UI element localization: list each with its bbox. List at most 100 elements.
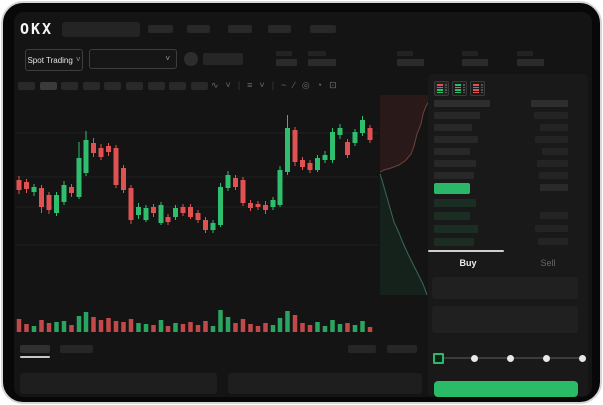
stat-value-2	[397, 59, 424, 66]
stat-label-3	[462, 51, 478, 56]
chart-toolbar: ∿ ˅ | ≡ ˅ | ~ ∕ ◎ ◔ ⊡	[211, 78, 337, 92]
timeframe-button-5[interactable]	[126, 82, 143, 90]
line-tool-icon[interactable]: ~	[281, 80, 287, 90]
buy-tab-indicator	[428, 250, 504, 252]
amount-slider-handle[interactable]	[433, 353, 444, 364]
nav-item-1[interactable]	[187, 25, 210, 33]
book-icon-row	[473, 86, 479, 89]
chart-type-chevron-icon[interactable]: ˅	[259, 80, 265, 90]
book-view-bids-icon[interactable]	[452, 81, 467, 96]
market-type-dropdown[interactable]: Spot Trading ˅	[25, 49, 83, 71]
nav-item-0[interactable]	[148, 25, 173, 33]
bottom-tab-0[interactable]	[20, 345, 50, 353]
price-input[interactable]	[432, 277, 578, 299]
bid-row-price-1[interactable]	[434, 212, 470, 220]
ask-row-price-2[interactable]	[434, 136, 478, 143]
bottom-panel-1	[228, 373, 422, 394]
search-input[interactable]	[62, 22, 140, 37]
stat-label-1	[308, 51, 326, 56]
book-icon-row	[480, 84, 483, 86]
timeframe-button-7[interactable]	[169, 82, 187, 90]
book-icon-row	[437, 89, 443, 91]
book-icon-row	[444, 86, 447, 89]
timeframe-button-2[interactable]	[61, 82, 79, 90]
bottom-right-item-1[interactable]	[387, 345, 417, 353]
bottom-right-item-0[interactable]	[348, 345, 376, 353]
nav-item-4[interactable]	[310, 25, 336, 33]
bid-row-price-0[interactable]	[434, 199, 476, 207]
bottom-panel-0	[20, 373, 217, 394]
ask-row-amount-5[interactable]	[539, 172, 568, 179]
book-icon-row	[480, 86, 483, 89]
book-icon-row	[455, 86, 461, 89]
book-icon-row	[480, 89, 483, 91]
timeframe-button-4[interactable]	[104, 82, 122, 90]
stat-value-0	[276, 59, 297, 66]
ask-row-amount-1[interactable]	[540, 124, 568, 131]
bid-row-price-3[interactable]	[434, 238, 474, 246]
orderbook-trade-panel	[428, 74, 588, 396]
book-icon-row	[444, 91, 447, 94]
timeframe-button-0[interactable]	[18, 82, 35, 90]
pair-selector-dropdown[interactable]: ˅	[89, 49, 177, 69]
book-icon-row	[437, 91, 443, 94]
last-price-bar[interactable]	[434, 183, 470, 194]
book-view-combined-icon[interactable]	[434, 81, 449, 96]
toolbar-divider: |	[237, 80, 241, 90]
book-header-price	[434, 100, 490, 107]
bid-row-amount-2[interactable]	[535, 225, 568, 232]
ask-row-amount-3[interactable]	[542, 148, 568, 155]
slider-stop-2[interactable]	[506, 354, 514, 362]
ask-row-amount-4[interactable]	[537, 160, 568, 167]
timeframe-button-1[interactable]	[39, 82, 57, 90]
slider-stop-1[interactable]	[470, 354, 478, 362]
buy-submit-button[interactable]	[434, 381, 578, 397]
chevron-down-icon: ˅	[165, 54, 170, 63]
chart-type-icon[interactable]: ≡	[247, 80, 253, 90]
book-view-asks-icon[interactable]	[470, 81, 485, 96]
book-icon-row	[444, 89, 447, 91]
market-type-label: Spot Trading	[27, 55, 73, 65]
nav-item-3[interactable]	[268, 25, 291, 33]
ask-row-price-4[interactable]	[434, 160, 476, 167]
bottom-tab-1[interactable]	[60, 345, 93, 353]
stat-value-1	[308, 59, 336, 66]
tab-sell[interactable]: Sell	[540, 258, 556, 268]
stat-value-3	[462, 59, 488, 66]
indicators-icon[interactable]: ∿	[211, 79, 219, 90]
stat-label-2	[397, 51, 413, 56]
ask-row-amount-2[interactable]	[535, 136, 568, 143]
fullscreen-icon[interactable]: ⊡	[329, 79, 337, 90]
chevron-down-icon: ˅	[75, 55, 81, 64]
book-icon-row	[455, 89, 461, 91]
nav-item-2[interactable]	[228, 25, 252, 33]
last-price-amount	[540, 184, 568, 191]
ask-row-price-3[interactable]	[434, 148, 470, 155]
ask-row-price-5[interactable]	[434, 172, 474, 179]
timeframe-button-8[interactable]	[190, 82, 208, 90]
ask-row-price-1[interactable]	[434, 124, 472, 131]
slider-stop-3[interactable]	[542, 354, 550, 362]
history-icon[interactable]: ◔	[316, 80, 323, 90]
amount-input[interactable]	[432, 306, 578, 333]
pair-coin-icon	[184, 52, 198, 66]
draw-tool-icon[interactable]: ∕	[293, 80, 295, 90]
indicators-chevron-icon[interactable]: ˅	[225, 80, 231, 90]
book-header-amount	[531, 100, 568, 107]
bid-row-price-2[interactable]	[434, 225, 478, 233]
snapshot-icon[interactable]: ◎	[301, 79, 310, 90]
ask-row-price-0[interactable]	[434, 112, 480, 119]
bid-row-amount-1[interactable]	[540, 212, 568, 219]
timeframe-button-6[interactable]	[147, 82, 165, 90]
bottom-active-tab-underline	[20, 356, 50, 358]
ask-row-amount-0[interactable]	[534, 112, 568, 119]
timeframe-button-3[interactable]	[82, 82, 100, 90]
bid-row-amount-3[interactable]	[538, 238, 568, 245]
tab-buy[interactable]: Buy	[459, 258, 477, 268]
book-icon-row	[480, 91, 483, 94]
slider-stop-4[interactable]	[578, 354, 586, 362]
book-icon-row	[473, 84, 479, 86]
book-icon-row	[444, 84, 447, 86]
